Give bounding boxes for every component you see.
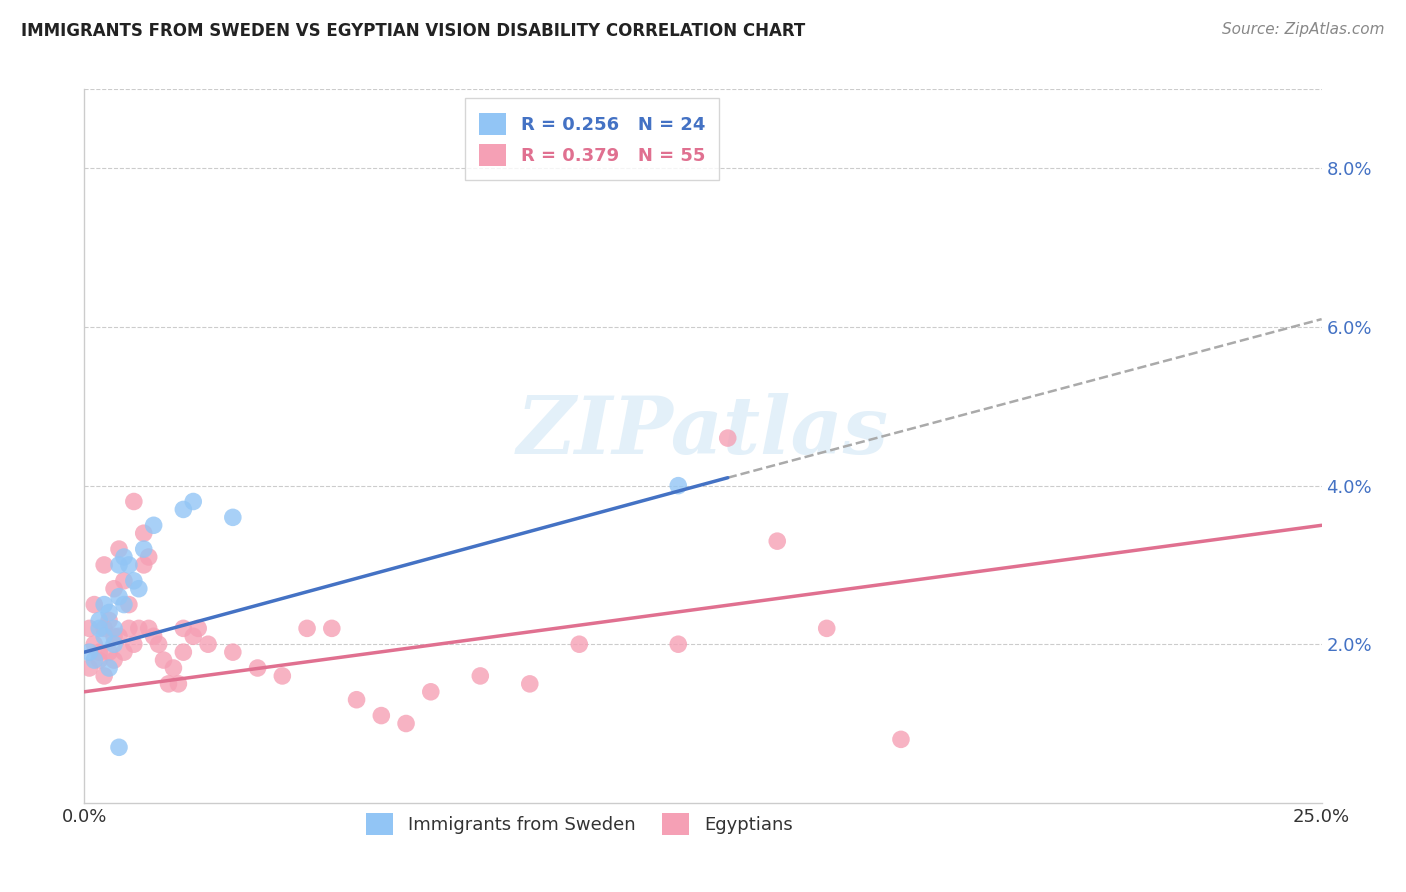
Point xyxy=(890,732,912,747)
Point xyxy=(470,669,492,683)
Point xyxy=(128,621,150,635)
Point xyxy=(79,661,101,675)
Point xyxy=(93,558,115,572)
Point xyxy=(79,621,101,635)
Point xyxy=(118,598,141,612)
Point xyxy=(83,653,105,667)
Point xyxy=(138,549,160,564)
Point xyxy=(172,645,194,659)
Point xyxy=(222,510,245,524)
Point xyxy=(79,645,101,659)
Point xyxy=(766,534,789,549)
Point xyxy=(122,494,145,508)
Point xyxy=(93,621,115,635)
Point xyxy=(181,494,204,508)
Point xyxy=(108,590,131,604)
Point xyxy=(89,614,111,628)
Point xyxy=(98,645,121,659)
Point xyxy=(142,518,165,533)
Point xyxy=(118,621,141,635)
Point xyxy=(112,598,135,612)
Point xyxy=(519,677,541,691)
Point xyxy=(103,629,125,643)
Point xyxy=(89,645,111,659)
Point xyxy=(112,549,135,564)
Point xyxy=(271,669,294,683)
Point xyxy=(89,621,111,635)
Point xyxy=(83,598,105,612)
Text: ZIPatlas: ZIPatlas xyxy=(517,393,889,470)
Point xyxy=(172,502,194,516)
Point xyxy=(122,637,145,651)
Point xyxy=(346,692,368,706)
Point xyxy=(93,629,115,643)
Point xyxy=(246,661,269,675)
Point xyxy=(89,653,111,667)
Point xyxy=(98,661,121,675)
Point xyxy=(295,621,318,635)
Point xyxy=(222,645,245,659)
Point xyxy=(717,431,740,445)
Point xyxy=(108,629,131,643)
Text: Source: ZipAtlas.com: Source: ZipAtlas.com xyxy=(1222,22,1385,37)
Point xyxy=(181,629,204,643)
Point xyxy=(666,637,689,651)
Point xyxy=(98,614,121,628)
Point xyxy=(103,653,125,667)
Point xyxy=(395,716,418,731)
Point xyxy=(108,542,131,557)
Point xyxy=(132,542,155,557)
Point xyxy=(162,661,184,675)
Point xyxy=(142,629,165,643)
Point xyxy=(98,606,121,620)
Point xyxy=(103,621,125,635)
Point xyxy=(93,598,115,612)
Point xyxy=(128,582,150,596)
Point xyxy=(132,558,155,572)
Point xyxy=(321,621,343,635)
Point xyxy=(83,637,105,651)
Point xyxy=(172,621,194,635)
Point xyxy=(118,558,141,572)
Point xyxy=(122,574,145,588)
Point xyxy=(148,637,170,651)
Point xyxy=(157,677,180,691)
Point xyxy=(132,526,155,541)
Point xyxy=(666,478,689,492)
Point xyxy=(108,558,131,572)
Point xyxy=(167,677,190,691)
Point xyxy=(112,645,135,659)
Point xyxy=(112,574,135,588)
Point xyxy=(103,582,125,596)
Point xyxy=(108,740,131,755)
Point xyxy=(138,621,160,635)
Point xyxy=(197,637,219,651)
Point xyxy=(815,621,838,635)
Point xyxy=(152,653,174,667)
Point xyxy=(187,621,209,635)
Point xyxy=(370,708,392,723)
Point xyxy=(103,637,125,651)
Point xyxy=(568,637,591,651)
Text: IMMIGRANTS FROM SWEDEN VS EGYPTIAN VISION DISABILITY CORRELATION CHART: IMMIGRANTS FROM SWEDEN VS EGYPTIAN VISIO… xyxy=(21,22,806,40)
Point xyxy=(93,669,115,683)
Point xyxy=(419,685,441,699)
Legend: Immigrants from Sweden, Egyptians: Immigrants from Sweden, Egyptians xyxy=(357,804,801,844)
